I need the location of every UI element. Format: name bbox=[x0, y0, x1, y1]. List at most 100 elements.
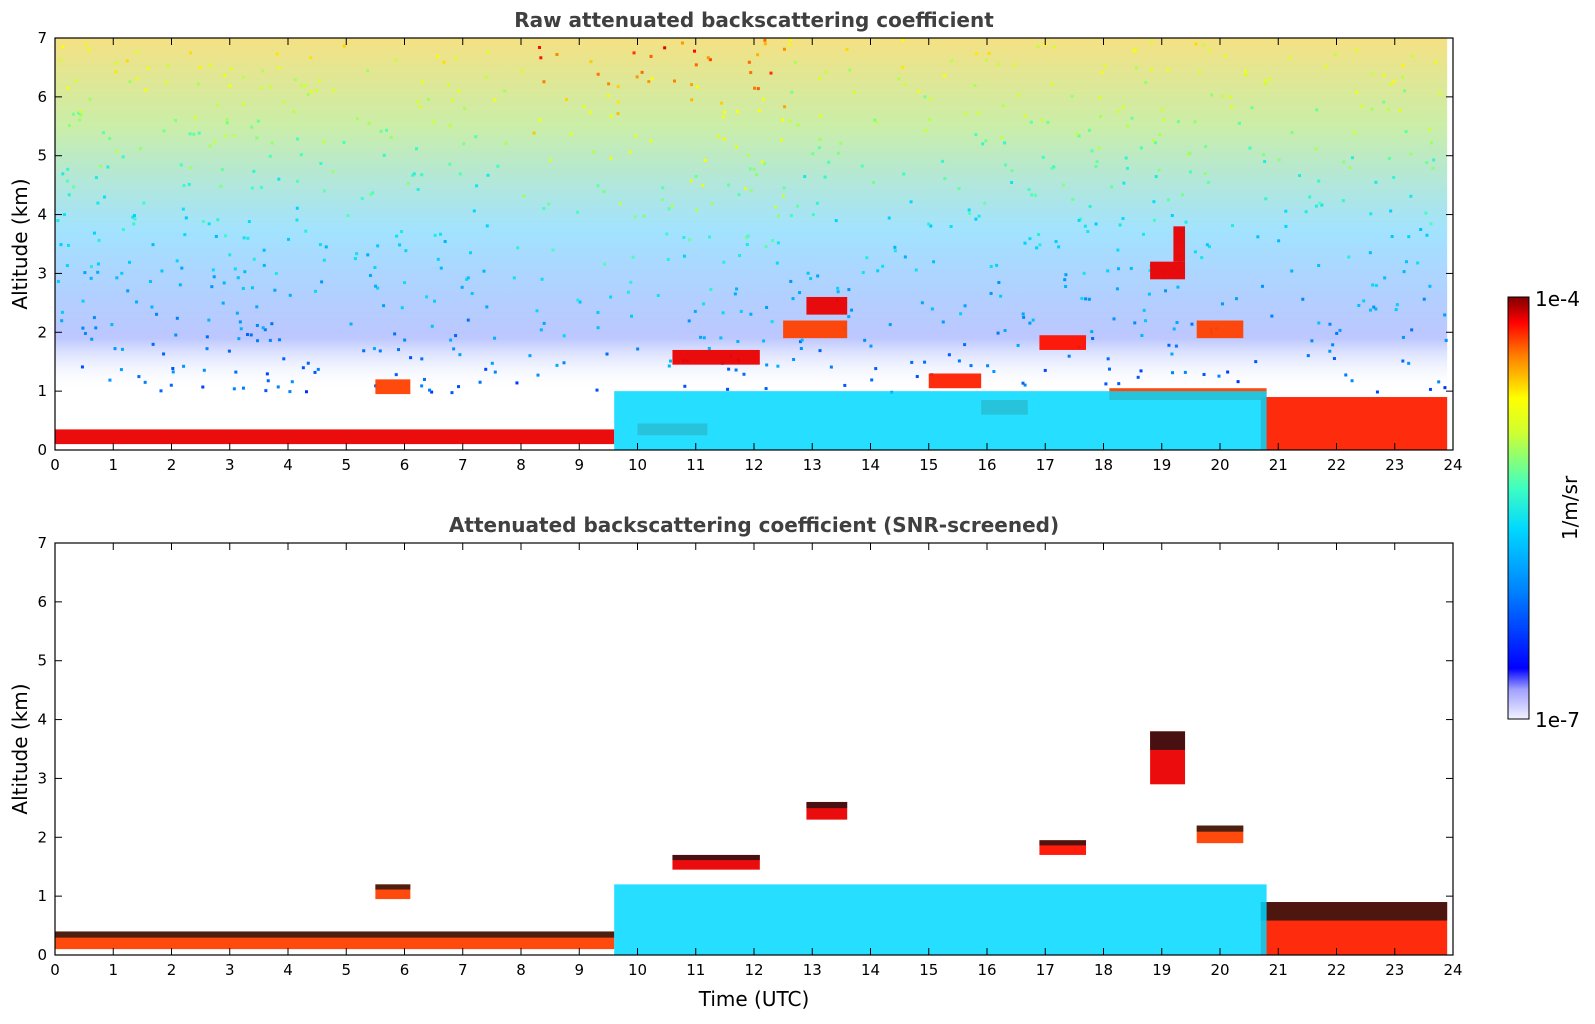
noise-speckle bbox=[803, 175, 807, 179]
noise-speckle bbox=[342, 140, 346, 144]
noise-speckle bbox=[265, 372, 269, 376]
noise-speckle bbox=[110, 323, 114, 327]
noise-speckle bbox=[723, 110, 727, 114]
noise-speckle bbox=[1317, 179, 1321, 183]
noise-speckle bbox=[522, 194, 526, 198]
noise-speckle bbox=[1428, 284, 1432, 288]
noise-speckle bbox=[255, 305, 259, 309]
noise-speckle bbox=[649, 54, 653, 58]
noise-speckle bbox=[977, 111, 981, 115]
noise-speckle bbox=[1203, 172, 1207, 176]
noise-speckle bbox=[1288, 56, 1292, 60]
noise-speckle bbox=[1061, 183, 1065, 187]
noise-speckle bbox=[989, 264, 993, 268]
noise-speckle bbox=[865, 256, 869, 260]
noise-speckle bbox=[995, 263, 999, 267]
noise-speckle bbox=[371, 191, 375, 195]
saturated-edge bbox=[55, 931, 615, 938]
noise-speckle bbox=[576, 298, 580, 302]
noise-speckle bbox=[1263, 160, 1267, 164]
noise-speckle bbox=[241, 386, 245, 390]
noise-speckle bbox=[735, 110, 739, 114]
noise-speckle bbox=[448, 162, 452, 166]
x-tick-label: 4 bbox=[283, 456, 293, 474]
noise-speckle bbox=[640, 70, 644, 74]
noise-speckle bbox=[1304, 210, 1308, 214]
noise-speckle bbox=[274, 272, 278, 276]
noise-speckle bbox=[1394, 308, 1398, 312]
noise-speckle bbox=[1140, 334, 1144, 338]
x-tick-label: 2 bbox=[167, 456, 177, 474]
noise-speckle bbox=[420, 173, 424, 177]
x-tick-label: 9 bbox=[574, 961, 584, 979]
noise-speckle bbox=[629, 280, 633, 284]
noise-speckle bbox=[1220, 302, 1224, 306]
noise-speckle bbox=[457, 89, 461, 93]
noise-speckle bbox=[1314, 204, 1318, 208]
noise-speckle bbox=[690, 83, 694, 87]
noise-speckle bbox=[1139, 146, 1143, 150]
noise-speckle bbox=[1404, 130, 1408, 134]
x-tick-label: 10 bbox=[628, 456, 647, 474]
noise-speckle bbox=[771, 239, 775, 243]
noise-speckle bbox=[98, 164, 102, 168]
noise-speckle bbox=[1071, 197, 1075, 201]
noise-speckle bbox=[1003, 141, 1007, 145]
x-tick-label: 0 bbox=[50, 456, 60, 474]
noise-speckle bbox=[102, 195, 106, 199]
noise-speckle bbox=[213, 140, 217, 144]
noise-speckle bbox=[114, 70, 118, 74]
noise-speckle bbox=[486, 173, 490, 177]
noise-speckle bbox=[1000, 136, 1004, 140]
noise-speckle bbox=[485, 305, 489, 309]
noise-speckle bbox=[173, 118, 177, 122]
noise-speckle bbox=[1035, 246, 1039, 250]
noise-speckle bbox=[439, 232, 443, 236]
x-tick-label: 17 bbox=[1036, 961, 1055, 979]
noise-speckle bbox=[1324, 65, 1328, 69]
noise-speckle bbox=[92, 316, 96, 320]
noise-speckle bbox=[565, 97, 569, 101]
colorbar-gradient bbox=[1507, 296, 1530, 720]
noise-speckle bbox=[214, 234, 218, 238]
noise-speckle bbox=[220, 168, 224, 172]
noise-speckle bbox=[1033, 193, 1037, 197]
y-tick-label: 1 bbox=[37, 887, 47, 905]
noise-speckle bbox=[232, 133, 236, 137]
noise-speckle bbox=[454, 57, 458, 61]
noise-speckle bbox=[81, 299, 85, 303]
noise-speckle bbox=[1328, 322, 1332, 326]
x-tick-label: 10 bbox=[628, 961, 647, 979]
noise-speckle bbox=[974, 52, 978, 56]
noise-speckle bbox=[796, 123, 800, 127]
noise-speckle bbox=[142, 201, 146, 205]
noise-speckle bbox=[61, 45, 65, 49]
noise-speckle bbox=[1144, 80, 1148, 84]
noise-speckle bbox=[452, 347, 456, 351]
noise-speckle bbox=[504, 141, 508, 145]
noise-speckle bbox=[196, 82, 200, 86]
y-tick-label: 4 bbox=[37, 711, 47, 729]
noise-speckle bbox=[928, 117, 932, 121]
x-tick-label: 11 bbox=[686, 961, 705, 979]
noise-speckle bbox=[409, 356, 413, 360]
noise-speckle bbox=[1027, 188, 1031, 192]
noise-speckle bbox=[1149, 68, 1153, 72]
noise-speckle bbox=[487, 50, 491, 54]
noise-speckle bbox=[1409, 194, 1413, 198]
noise-speckle bbox=[1090, 149, 1094, 153]
noise-speckle bbox=[108, 378, 112, 382]
noise-speckle bbox=[121, 155, 125, 159]
noise-speckle bbox=[1075, 132, 1079, 136]
saturated-edge bbox=[1260, 902, 1448, 921]
noise-speckle bbox=[1383, 276, 1387, 280]
noise-speckle bbox=[389, 136, 393, 140]
noise-speckle bbox=[873, 118, 877, 122]
noise-speckle bbox=[734, 368, 738, 372]
noise-speckle bbox=[1332, 357, 1336, 361]
noise-speckle bbox=[1223, 54, 1227, 58]
noise-speckle bbox=[97, 238, 101, 242]
noise-speckle bbox=[490, 361, 494, 365]
noise-speckle bbox=[1411, 54, 1415, 58]
noise-speckle bbox=[1429, 141, 1433, 145]
